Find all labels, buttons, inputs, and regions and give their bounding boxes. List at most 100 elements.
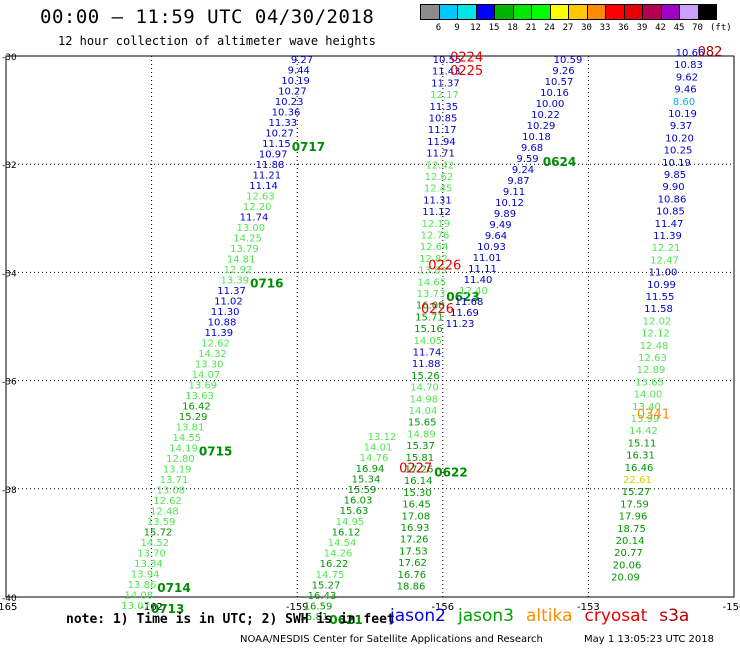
wave-height-value: 13.83 bbox=[418, 266, 447, 277]
satellite-legend: jason2 jason3 altika cryosat s3a bbox=[390, 606, 701, 626]
pass-time-label: 0623 bbox=[446, 290, 479, 304]
wave-height-value: 12.92 bbox=[224, 265, 253, 276]
wave-height-value: 20.06 bbox=[613, 560, 642, 571]
lat-tick-label: -30 bbox=[2, 53, 17, 63]
wave-height-value: 12.80 bbox=[166, 454, 195, 465]
wave-height-value: 12.64 bbox=[420, 242, 449, 253]
wave-height-value: 17.26 bbox=[400, 535, 429, 546]
wave-height-value: 16.08 bbox=[416, 301, 445, 312]
lat-tick-label: -38 bbox=[2, 486, 17, 496]
wave-height-value: 13.40 bbox=[632, 402, 661, 413]
wave-height-value: 13.59 bbox=[147, 517, 176, 528]
wave-height-value: 14.25 bbox=[233, 234, 262, 245]
wave-height-value: 10.99 bbox=[647, 280, 676, 291]
wave-height-value: 15.71 bbox=[415, 312, 444, 323]
legend-altika: altika bbox=[526, 606, 573, 626]
pass-time-label: 0341 bbox=[637, 407, 670, 422]
colorbar-label: 15 bbox=[488, 23, 500, 33]
colorbar-label: 30 bbox=[581, 23, 592, 33]
wave-height-colorbar: 6 9 12 15 18 21 24 27 30 33 36 39 42 45 70 (ft) bbox=[420, 4, 732, 36]
wave-height-value: 10.85 bbox=[656, 207, 685, 218]
wave-height-value: 9.85 bbox=[664, 170, 686, 181]
colorbar-label: 33 bbox=[599, 23, 611, 33]
lon-tick-label: -159 bbox=[286, 602, 309, 613]
wave-height-value: 10.88 bbox=[208, 318, 237, 329]
wave-height-value: 12.63 bbox=[638, 353, 667, 364]
wave-height-value: 11.40 bbox=[464, 275, 493, 286]
wave-height-value: 15.81 bbox=[405, 453, 434, 464]
wave-height-value: 13.71 bbox=[160, 475, 189, 486]
wave-height-value: 13.12 bbox=[368, 432, 397, 443]
colorbar-label: 27 bbox=[562, 23, 574, 33]
wave-height-value: 14.95 bbox=[336, 517, 365, 528]
wave-height-value: 14.98 bbox=[409, 394, 438, 405]
wave-height-value: 20.09 bbox=[611, 573, 640, 584]
wave-height-value: 13.00 bbox=[236, 223, 265, 234]
wave-height-value: 10.16 bbox=[540, 88, 569, 99]
lat-tick-label: -36 bbox=[2, 378, 17, 388]
wave-height-value: 20.14 bbox=[616, 536, 645, 547]
wave-height-value: 12.21 bbox=[652, 243, 681, 254]
wave-height-value: 9.49 bbox=[489, 220, 511, 231]
wave-height-value: 12.19 bbox=[421, 219, 450, 230]
wave-height-value: 10.29 bbox=[527, 121, 556, 132]
colorbar-label: 12 bbox=[470, 23, 481, 33]
wave-height-value: 14.08 bbox=[124, 591, 153, 602]
wave-height-value: 17.62 bbox=[398, 558, 427, 569]
lon-tick-label: -150 bbox=[723, 602, 740, 613]
wave-height-value: 9.44 bbox=[288, 66, 310, 77]
wave-height-value: 13.79 bbox=[230, 244, 259, 255]
wave-height-value: 14.00 bbox=[634, 390, 663, 401]
wave-height-value: 10.19 bbox=[662, 158, 691, 169]
colorbar-label: 36 bbox=[618, 23, 629, 33]
legend-s3a: s3a bbox=[659, 606, 690, 626]
colorbar-label: 24 bbox=[544, 23, 555, 33]
lon-tick-label: -156 bbox=[431, 602, 454, 613]
footer: NOAA/NESDIS Center for Satellite Applica… bbox=[240, 634, 714, 645]
wave-height-value: 11.31 bbox=[423, 195, 452, 206]
wave-height-value: 15.34 bbox=[352, 474, 381, 485]
wave-height-value: 15.29 bbox=[179, 412, 208, 423]
wave-height-value: 10.27 bbox=[265, 129, 294, 140]
wave-height-value: 10.19 bbox=[668, 109, 697, 120]
wave-height-value: 10.66 bbox=[676, 48, 705, 59]
wave-height-value: 17.96 bbox=[619, 512, 648, 523]
wave-height-value: 10.20 bbox=[665, 133, 694, 144]
wave-height-value: 14.55 bbox=[172, 433, 201, 444]
lat-tick-label: -34 bbox=[2, 269, 17, 279]
wave-height-value: 8.60 bbox=[673, 97, 695, 108]
wave-height-value: 11.47 bbox=[655, 219, 684, 230]
wave-height-value: 18.86 bbox=[397, 582, 426, 593]
wave-height-value: 12.12 bbox=[641, 329, 670, 340]
wave-height-value: 13.19 bbox=[163, 465, 192, 476]
wave-height-value: 15.26 bbox=[411, 371, 440, 382]
wave-height-value: 11.55 bbox=[646, 292, 675, 303]
wave-height-value: 14.52 bbox=[140, 538, 169, 549]
wave-height-value: 11.88 bbox=[412, 359, 441, 370]
wave-height-value: 12.76 bbox=[421, 231, 450, 242]
wave-height-value: 13.86 bbox=[128, 580, 157, 591]
colorbar-label: 18 bbox=[507, 23, 518, 33]
wave-height-value: 11.21 bbox=[252, 171, 281, 182]
wave-height-value: 13.65 bbox=[635, 377, 664, 388]
wave-height-value: 13.34 bbox=[134, 559, 163, 570]
wave-height-value: 11.71 bbox=[426, 149, 455, 160]
wave-height-value: 11.58 bbox=[644, 304, 673, 315]
wave-height-value: 11.30 bbox=[211, 307, 240, 318]
wave-height-value: 11.43 bbox=[432, 67, 461, 78]
wave-height-value: 9.11 bbox=[503, 187, 525, 198]
pass-time-label: 0717 bbox=[292, 140, 325, 154]
wave-height-value: 10.25 bbox=[664, 146, 693, 157]
wave-height-value: 15.63 bbox=[340, 506, 369, 517]
wave-height-value: 11.35 bbox=[429, 102, 458, 113]
wave-height-value: 9.24 bbox=[512, 165, 534, 176]
wave-height-value: 17.59 bbox=[620, 499, 649, 510]
wave-height-value: 14.19 bbox=[169, 444, 198, 455]
colorbar-unit: (ft) bbox=[710, 23, 732, 33]
wave-height-value: 15.11 bbox=[628, 438, 657, 449]
colorbar-label: 42 bbox=[655, 23, 666, 33]
wave-height-value: 11.74 bbox=[413, 348, 442, 359]
wave-height-value: 15.27 bbox=[622, 487, 651, 498]
wave-height-value: 16.76 bbox=[397, 570, 426, 581]
